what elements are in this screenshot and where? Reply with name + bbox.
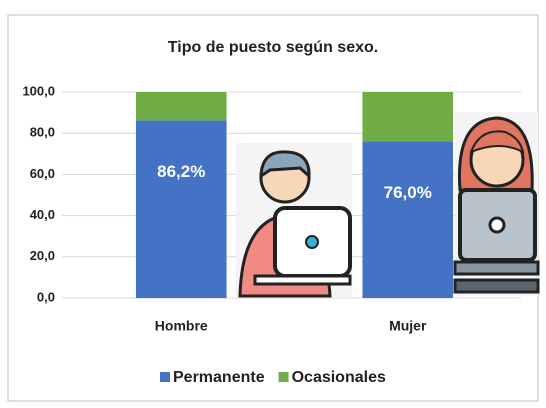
legend-swatch	[160, 372, 170, 382]
man-icon	[236, 143, 352, 298]
data-label: 76,0%	[384, 183, 432, 202]
bar-segment	[362, 92, 453, 141]
x-tick-label: Hombre	[155, 318, 208, 334]
bar-segment	[362, 141, 453, 298]
y-tick-label: 20,0	[30, 248, 55, 263]
legend-label: Permanente	[173, 369, 265, 386]
data-label: 86,2%	[157, 162, 205, 181]
legend-label: Ocasionales	[292, 369, 386, 386]
y-tick-label: 100,0	[22, 83, 55, 98]
bar-segment	[136, 92, 227, 120]
y-tick-label: 0,0	[37, 289, 55, 304]
y-tick-label: 40,0	[30, 207, 55, 222]
legend-swatch	[279, 372, 289, 382]
x-tick-label: Mujer	[389, 318, 427, 334]
woman-icon	[455, 112, 538, 296]
chart: Tipo de puesto según sexo. 0,0 20,0 40,0 60…	[0, 0, 546, 408]
y-tick-label: 80,0	[30, 125, 55, 140]
bar-segment	[136, 120, 227, 298]
y-tick-label: 60,0	[30, 166, 55, 181]
chart-title: Tipo de puesto según sexo.	[168, 39, 378, 56]
